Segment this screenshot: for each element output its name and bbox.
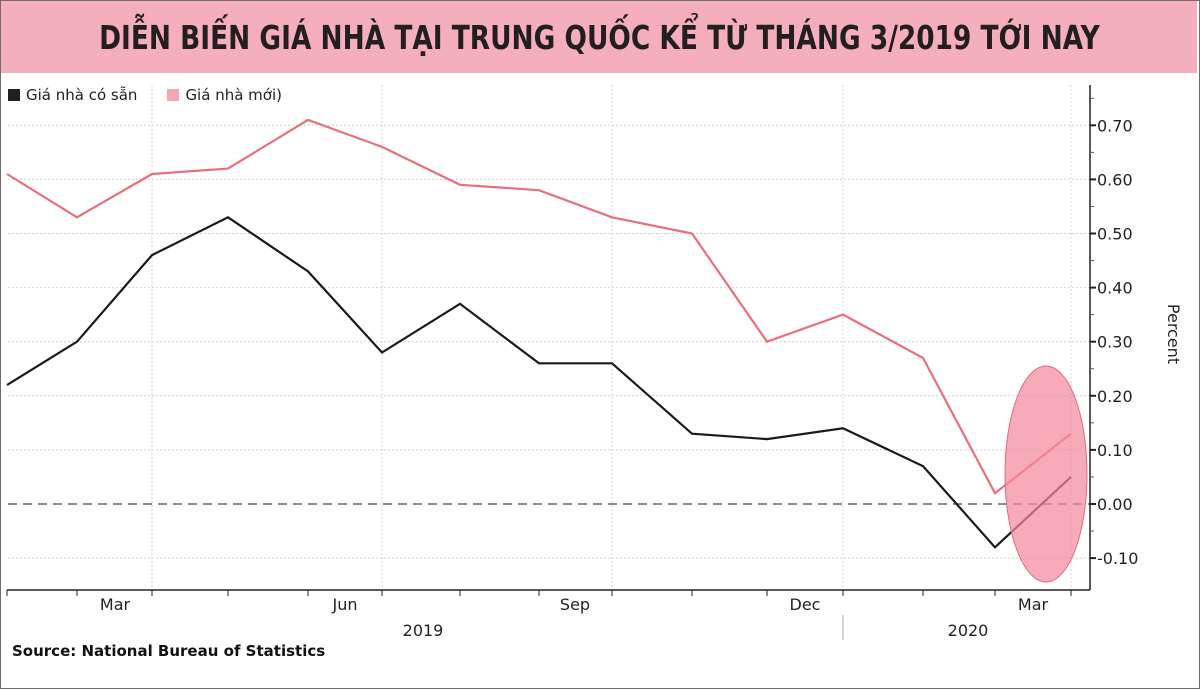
year-label-2020: 2020 <box>948 621 989 640</box>
y-axis-ticks: 0.70 0.60 0.50 0.40 0.30 0.20 0.10 0.00 -0.10 <box>1090 97 1138 568</box>
y-tick-label: 0.40 <box>1097 279 1133 298</box>
gridlines <box>8 85 1090 590</box>
y-tick-label: -0.10 <box>1097 549 1138 568</box>
series-line-new-homes <box>6 118 1072 495</box>
y-tick-label: 0.30 <box>1097 333 1133 352</box>
y-tick-label: 0.70 <box>1097 116 1133 135</box>
title-banner: DIỄN BIẾN GIÁ NHÀ TẠI TRUNG QUỐC KỂ TỪ T… <box>1 1 1197 73</box>
legend-swatch-pink-icon <box>167 89 180 101</box>
y-tick-label: 0.20 <box>1097 387 1133 406</box>
legend-item-new-homes: Giá nhà mới) <box>167 86 282 104</box>
highlight-ellipse <box>1004 365 1088 583</box>
y-tick-label: 0.60 <box>1097 170 1133 189</box>
x-tick-label: Mar <box>100 595 131 614</box>
x-tick-label: Mar <box>1018 595 1049 614</box>
y-tick-label: 0.50 <box>1097 225 1133 244</box>
chart-title: DIỄN BIẾN GIÁ NHÀ TẠI TRUNG QUỐC KỂ TỪ T… <box>98 17 1100 57</box>
legend-item-existing-homes: Giá nhà có sẵn <box>8 86 137 104</box>
series-line-existing-homes <box>6 216 1072 549</box>
y-tick-label: 0.10 <box>1097 441 1133 460</box>
y-tick-label: 0.00 <box>1097 495 1133 514</box>
year-label-2019: 2019 <box>403 621 444 640</box>
legend-label: Giá nhà mới) <box>185 86 282 104</box>
x-tick-label: Sep <box>560 595 590 614</box>
legend-label: Giá nhà có sẵn <box>26 86 138 104</box>
x-axis-ticks: Mar Jun Sep Dec Mar <box>6 590 1072 614</box>
legend-swatch-black-icon <box>8 89 20 101</box>
source-note: Source: National Bureau of Statistics <box>12 642 326 660</box>
y-axis-title: Percent <box>1164 304 1183 364</box>
legend: Giá nhà có sẵn Giá nhà mới) <box>8 86 312 104</box>
x-tick-label: Jun <box>332 595 358 614</box>
x-tick-label: Dec <box>790 595 821 614</box>
